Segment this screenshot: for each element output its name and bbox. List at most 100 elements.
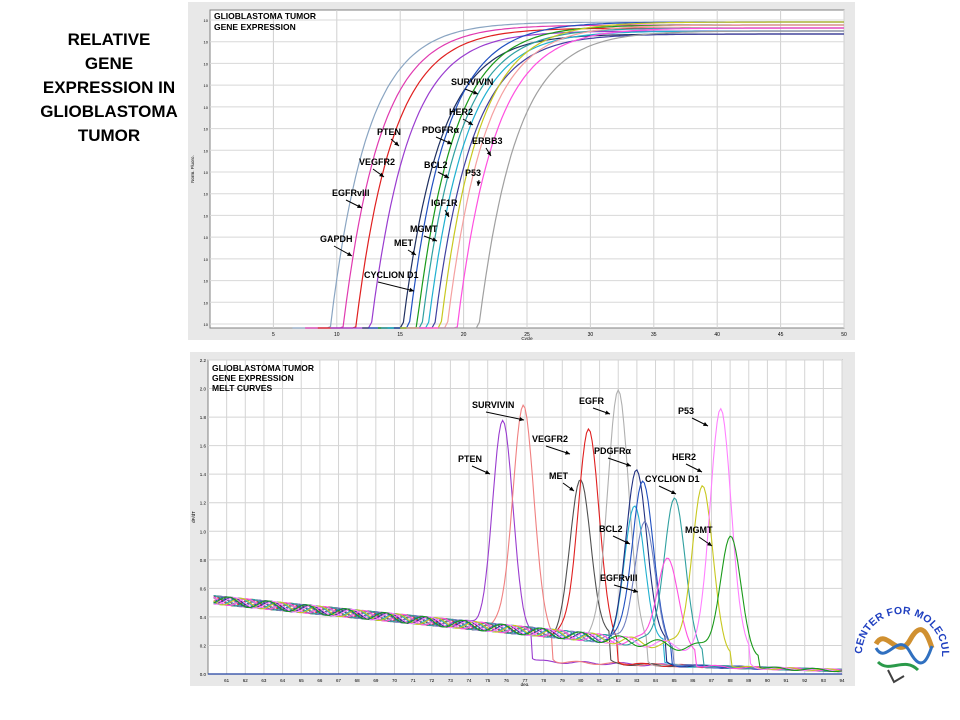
callout-arrowhead: [476, 181, 481, 186]
x-tick-label: 83: [634, 678, 640, 683]
slide-title-line: GENE: [84, 54, 134, 73]
y-tick-label: 10: [204, 18, 209, 23]
melt-curve: [213, 407, 842, 673]
x-tick-label: 77: [522, 678, 528, 683]
x-tick-label: 94: [839, 678, 845, 683]
x-axis-label: Cycle: [521, 336, 533, 340]
melt-curve: [213, 535, 843, 673]
curve-label: PDGFRα: [422, 125, 460, 135]
y-tick-label: 10: [204, 83, 209, 88]
y-tick-label: 10: [204, 213, 209, 218]
x-tick-label: 71: [411, 678, 417, 683]
y-tick-label: 10: [204, 105, 209, 110]
melt-curve: [213, 557, 843, 672]
x-tick-label: 62: [243, 678, 249, 683]
y-tick-label: 2.2: [200, 358, 207, 363]
x-tick-label: 78: [541, 678, 547, 683]
curve-label: HER2: [672, 452, 696, 462]
y-tick-label: 10: [204, 300, 209, 305]
x-tick-label: 89: [746, 678, 752, 683]
x-axis-label: deg.: [521, 682, 530, 686]
x-tick-label: 80: [578, 678, 584, 683]
curve-label: EGFRvIII: [332, 188, 370, 198]
curve-label: VEGFR2: [359, 157, 395, 167]
y-tick-label: 10: [204, 148, 209, 153]
melt-curve-chart: 61 62 63 64 65 66 67 68 69 70 71 72 73 74 75 76 77 78 79 80…: [191, 358, 845, 687]
slide-title-line: EXPRESSION IN: [42, 78, 176, 97]
curve-label: VEGFR2: [532, 434, 568, 444]
amplification-curve: [400, 21, 844, 329]
x-tick-label: 67: [336, 678, 342, 683]
x-tick-label: 45: [778, 332, 784, 338]
y-tick-label: 0.8: [200, 558, 207, 563]
curve-label: PTEN: [377, 127, 401, 137]
amplification-curve: [438, 30, 844, 329]
y-tick-label: 0.0: [200, 672, 207, 677]
amplification-chart-panel: 5 10 15 20 25 30 35 40 45 50 10 10 10 10 10 10 10 10 10 10 1…: [188, 2, 855, 341]
x-tick-label: 65: [299, 678, 305, 683]
curve-label: SURVIVIN: [472, 400, 514, 410]
dna-logo-icon: CENTER FOR MOLECULAR ANALYSIS & RESEARCH…: [844, 587, 951, 686]
callout-arrowhead: [394, 141, 399, 146]
y-axis-label: Norm. Fluoro.: [190, 155, 195, 183]
x-tick-label: 86: [690, 678, 696, 683]
y-tick-label: 10: [204, 322, 209, 327]
callout-arrowhead: [357, 204, 362, 208]
x-tick-label: 75: [485, 678, 491, 683]
y-tick-label: 10: [204, 61, 209, 66]
callout-arrowhead: [447, 140, 452, 145]
curve-label: P53: [678, 406, 694, 416]
callout-arrowhead: [485, 470, 490, 475]
curve-label: PTEN: [458, 454, 482, 464]
company-logo: CENTER FOR MOLECULAR ANALYSIS & RESEARCH…: [844, 587, 956, 708]
x-tick-label: 10: [334, 332, 340, 338]
callout-arrowhead: [671, 490, 676, 495]
y-tick-label: 0.4: [200, 615, 207, 620]
amplification-curve: [393, 33, 844, 329]
y-tick-label: 1.8: [200, 415, 207, 420]
y-tick-label: 10: [204, 192, 209, 197]
curve-label: ERBB3: [472, 136, 503, 146]
x-tick-label: 87: [709, 678, 715, 683]
y-tick-label: 1.4: [200, 472, 207, 477]
callout-arrowhead: [697, 468, 702, 472]
y-tick-label: 1.6: [200, 444, 207, 449]
curve-label: BCL2: [424, 160, 448, 170]
callout-arrowhead: [432, 237, 437, 242]
slide-title-line: TUMOR: [77, 126, 141, 145]
x-tick-label: 35: [651, 332, 657, 338]
callout-arrowhead: [379, 172, 384, 177]
slide-title: RELATIVE GENE EXPRESSION IN GLIOBLASTOMA…: [10, 28, 208, 148]
x-tick-label: 79: [560, 678, 566, 683]
callout-arrowhead: [626, 462, 631, 467]
callout-arrowhead: [633, 588, 638, 593]
curve-label: P53: [465, 168, 481, 178]
x-tick-label: 69: [373, 678, 379, 683]
x-tick-label: 63: [261, 678, 267, 683]
y-tick-label: 10: [204, 127, 209, 132]
y-tick-label: 0.6: [200, 586, 207, 591]
callout-arrowhead: [409, 287, 414, 293]
curve-label: CYCLION D1: [364, 270, 419, 280]
callout-arrowhead: [519, 416, 524, 422]
curve-label: EGFR: [579, 396, 605, 406]
callout-arrowhead: [707, 541, 712, 546]
y-tick-label: 10: [204, 235, 209, 240]
x-tick-label: 70: [392, 678, 398, 683]
melt-curve-chart-panel: 61 62 63 64 65 66 67 68 69 70 71 72 73 74 75 76 77 78 79 80…: [190, 352, 855, 687]
x-tick-label: 84: [653, 678, 659, 683]
curve-label: SURVIVIN: [451, 77, 493, 87]
x-tick-label: 76: [504, 678, 510, 683]
callout-arrowhead: [468, 120, 473, 125]
callout-arrowhead: [605, 410, 610, 415]
x-tick-label: 68: [355, 678, 361, 683]
chart-title: GLIOBLASTOMA TUMOR: [214, 11, 316, 21]
x-tick-label: 72: [429, 678, 435, 683]
callout-arrow: [485, 411, 525, 421]
callout-arrowhead: [486, 151, 491, 156]
x-tick-label: 85: [672, 678, 678, 683]
x-tick-label: 25: [524, 332, 530, 338]
curve-label: CYCLION D1: [645, 474, 700, 484]
amplification-chart: 5 10 15 20 25 30 35 40 45 50 10 10 10 10 10 10 10 10 10 10 1…: [190, 9, 847, 341]
callout-arrowhead: [411, 250, 416, 255]
